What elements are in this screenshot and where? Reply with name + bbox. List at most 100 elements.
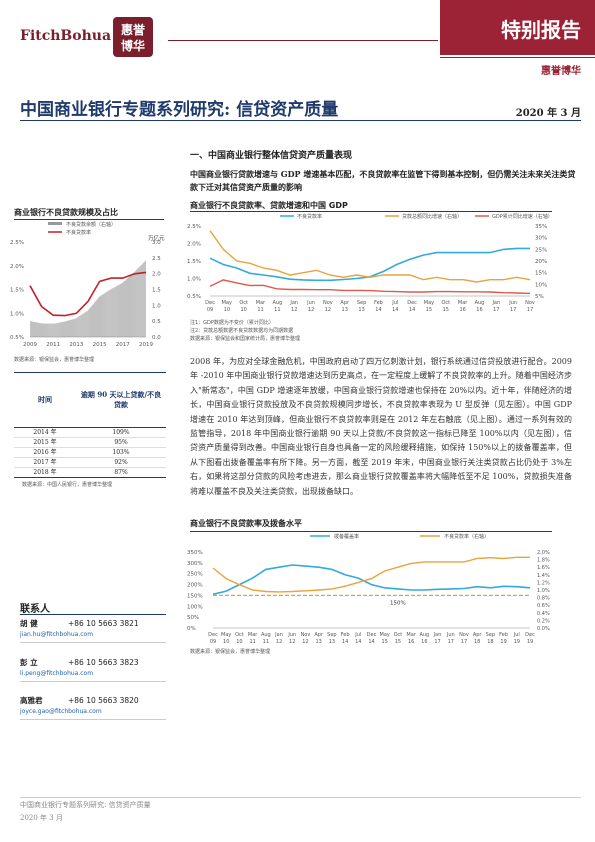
- x-axis-tick-year: 11: [263, 639, 269, 645]
- left-axis-tick: 2.5%: [187, 224, 201, 230]
- x-axis-tick-year: 16: [476, 307, 482, 313]
- contacts-rule: [20, 614, 166, 615]
- x-axis-tick-month: Nov: [459, 632, 469, 638]
- x-axis-tick-month: May: [424, 300, 434, 306]
- bar-npl-balance: [94, 301, 96, 337]
- bar-npl-balance: [56, 323, 57, 337]
- bar-npl-balance: [64, 321, 66, 337]
- contacts-heading: 联系人: [20, 604, 50, 615]
- bar-npl-balance: [35, 322, 37, 337]
- bar-npl-balance: [48, 323, 49, 337]
- left-axis-tick: 0.5%: [187, 294, 201, 300]
- footer-rule: [20, 797, 581, 798]
- x-axis-tick-month: Dec: [205, 300, 215, 306]
- left-axis-tick: 1.0%: [10, 311, 24, 317]
- bar-npl-balance: [98, 297, 100, 337]
- contact-phone: +86 10 5663 3821: [68, 619, 139, 628]
- bar-npl-balance: [46, 323, 48, 337]
- ratio-table-cell-value: 103%: [112, 449, 130, 456]
- bar-npl-balance: [34, 322, 36, 337]
- right-axis-tick: 0.4%: [537, 611, 550, 617]
- right-axis-tick: 1.6%: [537, 565, 550, 571]
- bar-npl-balance: [68, 320, 70, 337]
- right-axis-tick: 0.5: [152, 319, 161, 325]
- left-axis-tick: 50%: [187, 615, 199, 621]
- x-axis-tick-year: 14: [368, 639, 374, 645]
- left-axis-tick: 300%: [187, 561, 203, 567]
- ratio-table-cell-value: 95%: [114, 439, 128, 446]
- bar-npl-balance: [138, 267, 139, 337]
- left-chart-source: 数据来源：银保监会，惠誉博华整理: [14, 357, 95, 363]
- bar-npl-balance: [88, 309, 89, 337]
- x-axis-tick-year: 17: [461, 639, 467, 645]
- right-axis-tick: 0.6%: [537, 603, 550, 609]
- x-axis-tick-year: 16: [459, 307, 465, 313]
- bar-npl-balance: [30, 321, 32, 337]
- x-axis-tick-month: Nov: [301, 632, 311, 638]
- x-axis-tick-year: 11: [257, 307, 263, 313]
- bar-npl-balance: [53, 323, 54, 337]
- bottom-chart: 拨备覆盖率 不良贷款率（右轴）350%300%250%200%150%100%50…: [187, 533, 550, 645]
- contact-divider: [20, 642, 166, 643]
- x-axis-tick-month: Mar: [248, 632, 258, 638]
- legend-label: GDP累计同比增速（右轴）: [492, 213, 553, 220]
- bar-npl-balance: [105, 292, 106, 337]
- bar-npl-balance: [103, 293, 105, 337]
- contact-email[interactable]: joyce.gao@fitchbohua.com: [20, 708, 102, 715]
- right-axis-tick: 2.5: [152, 256, 161, 262]
- bar-npl-balance: [102, 294, 104, 337]
- x-axis-tick-year: 14: [392, 307, 398, 313]
- x-axis-tick-month: Nov: [323, 300, 333, 306]
- bar-npl-balance: [33, 321, 35, 337]
- line-npl-ratio: [209, 247, 530, 282]
- right-axis-tick: 1.4%: [537, 573, 550, 579]
- x-axis-tick-year: 10: [236, 639, 242, 645]
- ratio-table-body: 2014 年 109% 2015 年 95% 2016 年 103% 2017 年 92% 20…: [14, 428, 166, 478]
- x-axis-tick-year: 13: [342, 307, 348, 313]
- top-chart-rule: [190, 211, 552, 212]
- bar-npl-balance: [123, 281, 125, 337]
- x-axis-tick-year: 19: [514, 639, 520, 645]
- right-axis-unit: 万亿元: [148, 234, 165, 242]
- ratio-table-cell-value: 109%: [112, 429, 130, 436]
- contact-email[interactable]: li.peng@fitchbohua.com: [20, 669, 94, 677]
- top-chart-note-1: 注1：GDP数据为不变价（累计同比）: [190, 320, 274, 326]
- x-axis-tick-year: 16: [408, 639, 414, 645]
- right-axis-tick: 1.0%: [537, 588, 550, 594]
- x-axis-tick: 2011: [46, 342, 60, 348]
- right-axis-tick: 35%: [535, 224, 547, 230]
- x-axis-tick-year: 11: [249, 639, 255, 645]
- x-axis-tick-year: 12: [302, 639, 308, 645]
- x-axis-tick-month: Aug: [261, 632, 271, 638]
- bar-npl-balance: [37, 322, 39, 337]
- footer-title: 中国商业银行专题系列研究: 信贷资产质量: [20, 801, 151, 809]
- ratio-table-row: 2018 年 87%: [14, 468, 166, 478]
- x-axis-tick: 2017: [116, 342, 130, 348]
- contact-entry: 彭 立 +86 10 5663 3823 li.peng@fitchbohua.co…: [20, 657, 166, 681]
- x-axis-tick-year: 10: [223, 639, 229, 645]
- bar-npl-balance: [81, 314, 82, 337]
- bar-npl-balance: [144, 261, 145, 337]
- report-type: 特别报告: [501, 18, 581, 42]
- bar-npl-balance: [104, 293, 106, 337]
- x-axis-tick-month: Dec: [208, 632, 218, 638]
- contact-email[interactable]: jian.hu@fitchbohua.com: [20, 631, 94, 638]
- left-axis-tick: 2.0%: [10, 264, 24, 270]
- x-axis-tick-year: 12: [291, 307, 297, 313]
- bar-npl-balance: [50, 323, 51, 337]
- x-axis-tick-year: 16: [421, 639, 427, 645]
- bar-npl-balance: [136, 269, 137, 337]
- top-chart-note-3: 数据来源：银保监会和国家统计局，惠誉博华整理: [190, 336, 301, 342]
- x-axis-tick-month: Aug: [475, 300, 485, 306]
- bar-npl-balance: [108, 290, 109, 337]
- bar-npl-balance: [113, 287, 114, 337]
- title-rule: [20, 120, 581, 121]
- logo-wordmark: FitchBohua: [20, 28, 112, 44]
- bar-npl-balance: [49, 323, 50, 337]
- x-axis-tick-month: Jan: [289, 300, 298, 306]
- right-axis-tick: 2.0: [152, 272, 161, 278]
- x-axis-tick-year: 15: [395, 639, 401, 645]
- bar-npl-balance: [52, 323, 53, 337]
- x-axis-tick-year: 19: [500, 639, 506, 645]
- bar-npl-balance: [111, 288, 112, 337]
